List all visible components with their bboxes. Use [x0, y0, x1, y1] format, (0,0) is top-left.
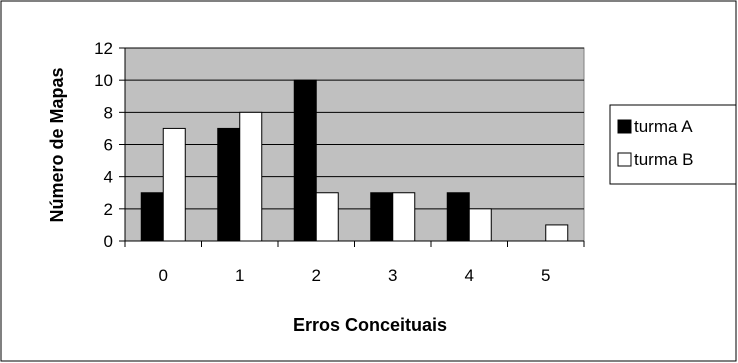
bar-turma-b-1	[239, 111, 263, 242]
bar-turma-b-3	[392, 192, 416, 242]
legend-label: turma B	[634, 150, 694, 169]
x-tick-labels: 0 1 2 3 4 5	[159, 266, 551, 285]
legend: turma A turma B	[609, 104, 737, 185]
y-tick-label: 2	[104, 200, 113, 219]
bar-turma-b-5	[545, 224, 569, 242]
axes	[119, 47, 585, 247]
y-axis-title: Número de Mapas	[47, 67, 67, 222]
legend-swatch	[617, 119, 632, 134]
bar-turma-a-2	[293, 79, 317, 242]
bar-turma-b-0	[162, 127, 186, 242]
bars	[140, 79, 569, 242]
x-tick-label: 3	[388, 266, 397, 285]
y-tick-label: 6	[104, 136, 113, 155]
y-tick-label: 0	[104, 232, 113, 251]
bar-turma-a-1	[217, 127, 241, 242]
bar-turma-b-4	[468, 208, 492, 242]
y-tick-label: 8	[104, 103, 113, 122]
bar-turma-a-0	[140, 192, 164, 242]
x-tick-label: 4	[465, 266, 474, 285]
x-tick-label: 2	[312, 266, 321, 285]
x-tick-label: 1	[235, 266, 244, 285]
bar-turma-a-3	[370, 192, 394, 242]
x-tick-label: 0	[159, 266, 168, 285]
legend-swatch	[617, 152, 632, 167]
y-tick-label: 12	[94, 39, 113, 58]
legend-label: turma A	[634, 117, 693, 136]
bar-turma-a-4	[446, 192, 470, 242]
gridlines	[125, 47, 584, 210]
y-tick-labels: 0 2 4 6 8 10 12	[94, 39, 113, 251]
bar-turma-b-2	[315, 192, 339, 242]
y-tick-label: 10	[94, 71, 113, 90]
x-tick-label: 5	[541, 266, 550, 285]
y-tick-label: 4	[104, 168, 113, 187]
x-axis-title: Erros Conceituais	[293, 315, 447, 335]
legend-box	[609, 104, 737, 185]
